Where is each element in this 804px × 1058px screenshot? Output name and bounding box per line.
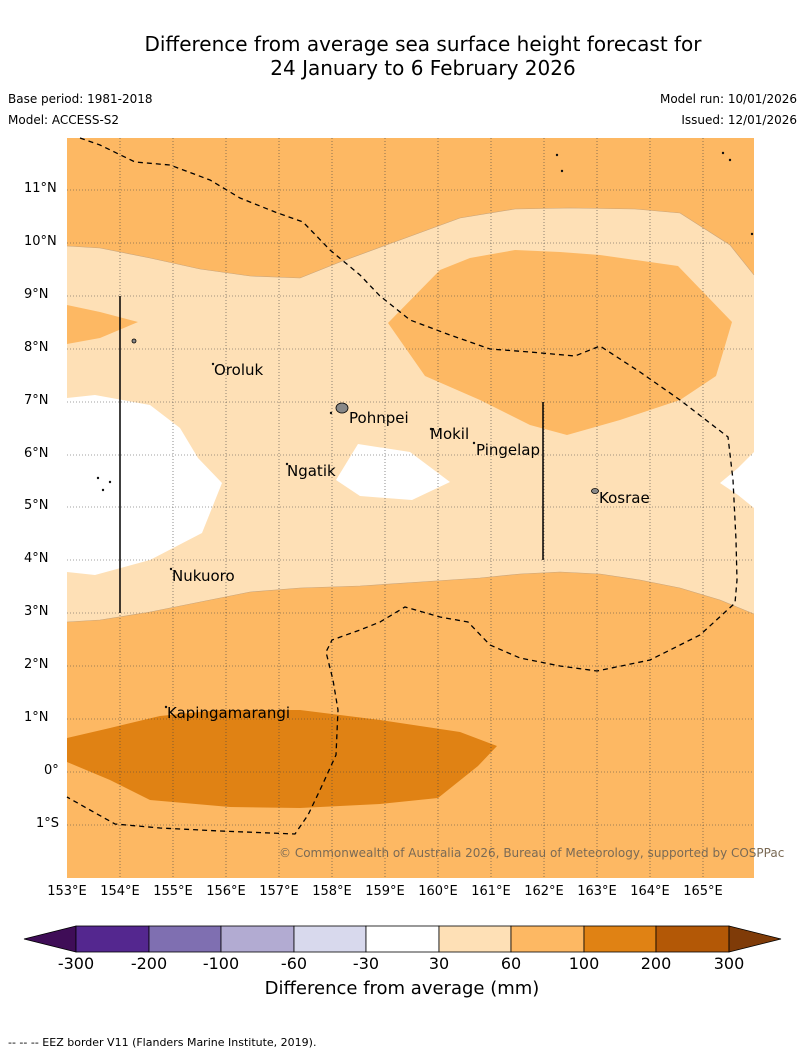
colorbar-tick: -300	[57, 954, 95, 973]
kosrae-island	[591, 488, 599, 494]
lat-label-0: 0°	[44, 763, 59, 778]
lat-label-2n: 2°N	[24, 657, 49, 672]
colorbar-tick: -30	[352, 954, 380, 973]
lat-label-6n: 6°N	[24, 446, 49, 461]
lat-label-1s: 1°S	[36, 816, 60, 831]
lon-label-153e: 153°E	[47, 884, 87, 899]
label-ngatik: Ngatik	[287, 462, 336, 480]
shade-neutral-east	[720, 452, 754, 508]
lon-label-165e: 165°E	[683, 884, 723, 899]
label-oroluk: Oroluk	[214, 361, 263, 379]
eez-legend-note: -- -- -- EEZ border V11 (Flanders Marine…	[8, 1036, 317, 1049]
lon-label-161e: 161°E	[471, 884, 511, 899]
colorbar-high-extension	[728, 925, 782, 953]
colorbar-tick: -100	[202, 954, 240, 973]
lon-label-156e: 156°E	[206, 884, 246, 899]
lon-label-157e: 157°E	[259, 884, 299, 899]
base-period: Base period: 1981-2018	[8, 92, 153, 106]
label-nukuoro: Nukuoro	[172, 567, 235, 585]
lon-label-164e: 164°E	[630, 884, 670, 899]
model-run: Model run: 10/01/2026	[659, 92, 797, 106]
lon-label-158e: 158°E	[312, 884, 352, 899]
shade-neutral-west	[67, 395, 222, 575]
shade-60-100-west	[67, 305, 138, 344]
label-mokil: Mokil	[430, 425, 469, 443]
copyright-note: © Commonwealth of Australia 2026, Bureau…	[279, 846, 784, 860]
label-pingelap: Pingelap	[476, 441, 540, 459]
map-title: Difference from average sea surface heig…	[0, 32, 804, 80]
islands	[96, 151, 754, 709]
pohnpei-island	[335, 402, 349, 414]
lon-label-160e: 160°E	[418, 884, 458, 899]
map-title-line2: 24 January to 6 February 2026	[270, 56, 576, 80]
colorbar-tick: 60	[500, 954, 522, 973]
issued-date: Issued: 12/01/2026	[681, 113, 797, 127]
lat-label-7n: 7°N	[24, 393, 49, 408]
lat-label-4n: 4°N	[24, 551, 49, 566]
lat-label-11n: 11°N	[24, 181, 57, 196]
lon-label-159e: 159°E	[365, 884, 405, 899]
lon-label-162e: 162°E	[524, 884, 564, 899]
lon-label-154e: 154°E	[100, 884, 140, 899]
map-title-line1: Difference from average sea surface heig…	[144, 32, 702, 56]
colorbar-tick: -60	[280, 954, 308, 973]
shade-neutral-central	[336, 444, 450, 500]
label-kapingamarangi: Kapingamarangi	[167, 704, 290, 722]
lat-label-8n: 8°N	[24, 340, 49, 355]
colorbar-tick: 200	[640, 954, 672, 973]
colorbar-low-extension	[23, 925, 77, 953]
colorbar-tick: -200	[130, 954, 168, 973]
colorbar-title: Difference from average (mm)	[264, 978, 540, 999]
label-kosrae: Kosrae	[599, 489, 650, 507]
lon-label-163e: 163°E	[577, 884, 617, 899]
label-pohnpei: Pohnpei	[349, 409, 409, 427]
lat-label-3n: 3°N	[24, 604, 49, 619]
lat-label-10n: 10°N	[24, 234, 57, 249]
colorbar-tick: 300	[713, 954, 745, 973]
lat-label-9n: 9°N	[24, 287, 49, 302]
lat-label-1n: 1°N	[24, 710, 49, 725]
colorbar-tick: 30	[428, 954, 450, 973]
colorbar-tick: 100	[568, 954, 600, 973]
eez-border	[66, 137, 738, 835]
shade-100-200	[67, 710, 497, 808]
colorbar	[23, 925, 782, 953]
lon-label-155e: 155°E	[153, 884, 193, 899]
lat-label-5n: 5°N	[24, 498, 49, 513]
model-name: Model: ACCESS-S2	[8, 113, 120, 127]
